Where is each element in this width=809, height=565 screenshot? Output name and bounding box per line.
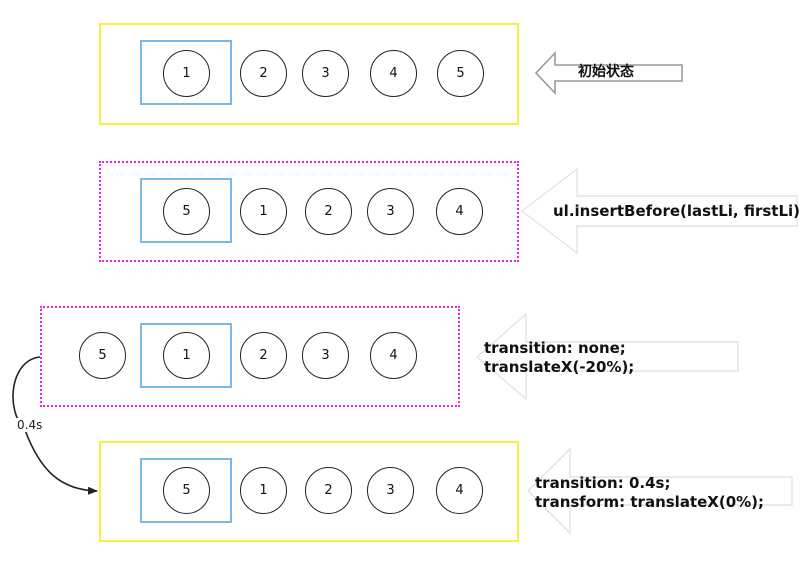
row1-frame <box>99 23 519 125</box>
row1-circle-2: 2 <box>240 50 287 97</box>
row4-arrow-icon <box>527 447 793 535</box>
row3-label-line1: transition: none; <box>484 339 626 357</box>
row4-circle-5: 4 <box>436 467 483 514</box>
row1-label: 初始状态 <box>578 64 634 80</box>
row4-circle-1: 5 <box>163 467 210 514</box>
row1-circle-1: 1 <box>163 50 210 97</box>
row1-circle-3: 3 <box>302 50 349 97</box>
row2-viewport <box>140 178 232 243</box>
row2-circle-4: 3 <box>367 188 414 235</box>
row2-frame <box>99 161 519 262</box>
row2-circle-2: 1 <box>240 188 287 235</box>
row4-circle-2: 1 <box>240 467 287 514</box>
row3-viewport <box>140 323 232 388</box>
row3-circle-2: 1 <box>163 332 210 379</box>
row3-circle-1: 5 <box>79 332 126 379</box>
row3-circle-4: 3 <box>302 332 349 379</box>
duration-label: 0.4s <box>16 418 44 432</box>
row1-circle-5: 5 <box>437 50 484 97</box>
row4-circle-3: 2 <box>305 467 352 514</box>
row2-circle-1: 5 <box>163 188 210 235</box>
row2-arrow-icon <box>520 167 798 255</box>
row1-circle-4: 4 <box>370 50 417 97</box>
row3-frame <box>40 306 460 407</box>
row3-arrow-icon <box>475 312 739 401</box>
row2-label: ul.insertBefore(lastLi, firstLi) <box>553 202 801 220</box>
row4-viewport <box>140 458 232 523</box>
row2-circle-3: 2 <box>305 188 352 235</box>
row3-circle-3: 2 <box>240 332 287 379</box>
row1-arrow-icon <box>534 50 683 96</box>
row2-circle-5: 4 <box>436 188 483 235</box>
row4-label-line2: transform: translateX(0%); <box>535 493 765 511</box>
row1-viewport <box>140 40 232 105</box>
row3-circle-5: 4 <box>370 332 417 379</box>
row4-circle-4: 3 <box>367 467 414 514</box>
row3-label-line2: translateX(-20%); <box>484 358 635 376</box>
row4-frame <box>99 441 519 542</box>
row4-label-line1: transition: 0.4s; <box>535 474 671 492</box>
